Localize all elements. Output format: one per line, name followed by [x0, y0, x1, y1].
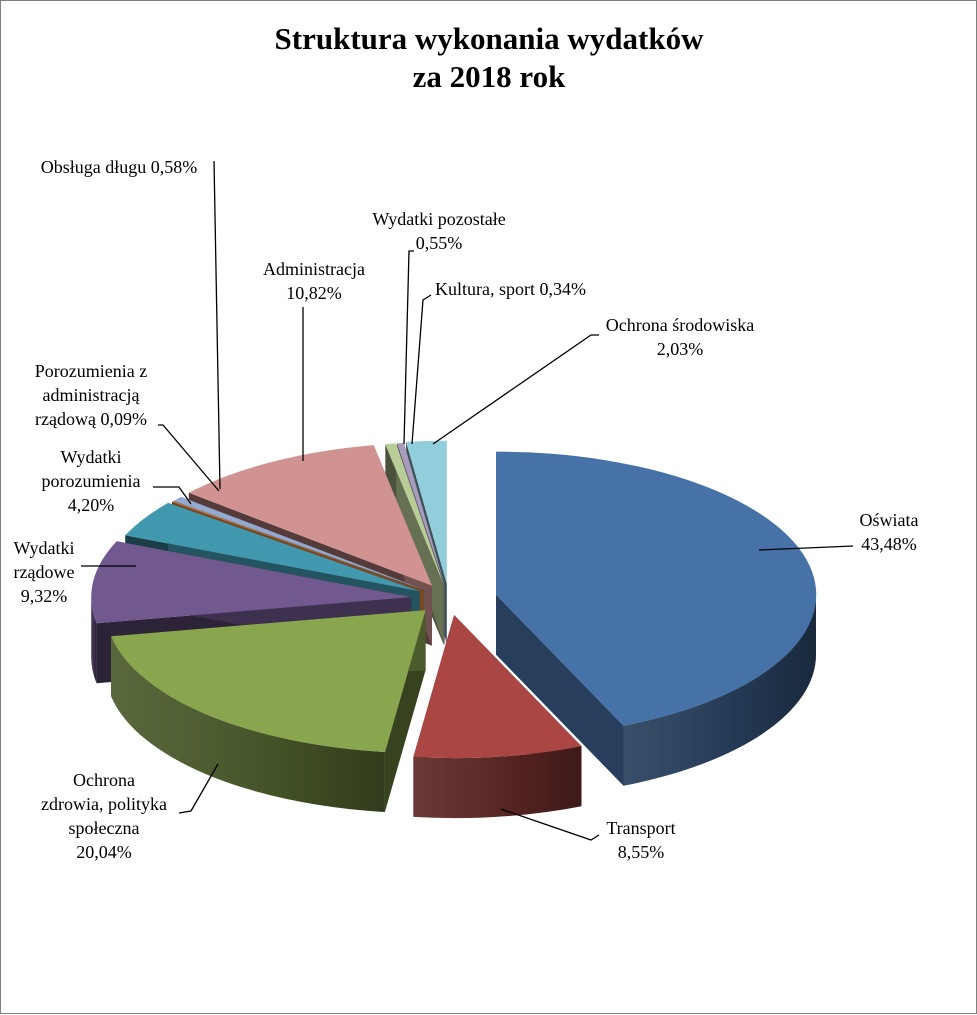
data-label-line: Porozumienia z	[35, 361, 147, 381]
slice-kultura-sport	[397, 442, 445, 585]
data-label-wydatki-porozumienia: Wydatki porozumienia 4,20%	[42, 447, 141, 515]
data-label-oswiata: Oświata 43,48%	[860, 510, 919, 554]
slice-ochrona-zdrowia-polityka-spoleczna	[111, 610, 426, 752]
slice-wydatki-porozumienia	[125, 502, 420, 592]
slice-obsluga-dlugu	[173, 496, 425, 590]
leader-line-ochrona-srodowiska	[432, 334, 599, 445]
data-label-line: 9,32%	[21, 586, 68, 606]
slice-wall	[496, 594, 624, 786]
data-label-obsluga-dlugu: Obsługa długu 0,58%	[41, 157, 198, 177]
data-label-line: rządową 0,09%	[35, 409, 147, 429]
data-label-line: 2,03%	[657, 339, 704, 359]
leader-line-transport	[500, 808, 600, 841]
data-label-line: społeczna	[69, 818, 140, 838]
data-label-line: Ochrona środowiska	[606, 315, 754, 335]
chart-title-line-2: za 2018 rok	[413, 59, 566, 94]
data-label-line: porozumienia	[42, 471, 141, 491]
data-label-line: 0,55%	[416, 233, 463, 253]
data-label-administracja: Administracja 10,82%	[263, 259, 365, 303]
slice-labels: Oświata 43,48% Transport 8,55% Ochrona zdrowi…	[14, 157, 919, 862]
leader-line-wydatki-pozostale	[403, 250, 414, 445]
data-label-line: Oświata	[860, 510, 919, 530]
leader-line-obsluga-dlugu	[213, 160, 221, 490]
data-label-porozumienia-z-administracja-rzadowa: Porozumienia z administracją rządową 0,09%	[35, 361, 147, 429]
data-label-line: 10,82%	[286, 283, 342, 303]
data-label-transport: Transport 8,55%	[606, 818, 675, 862]
data-label-line: administracją	[43, 385, 141, 405]
slice-oswiata	[496, 451, 817, 726]
leader-line-kultura-sport	[411, 294, 432, 445]
data-label-wydatki-rzadowe: Wydatki rządowe 9,32%	[14, 538, 75, 606]
data-label-line: Obsługa długu 0,58%	[41, 157, 198, 177]
data-label-line: Kultura, sport 0,34%	[435, 279, 586, 299]
data-label-line: Transport	[606, 818, 675, 838]
slice-wydatki-pozostale	[385, 443, 444, 585]
pie-slices	[91, 440, 817, 819]
data-label-line: Wydatki	[61, 447, 122, 467]
leader-line-oswiata	[758, 545, 854, 551]
data-label-line: Wydatki pozostałe	[372, 209, 505, 229]
slice-porozumienia-z-administracja-rzadowa	[172, 501, 424, 591]
leader-line-porozumienia-z-administracja-rzadowa	[158, 424, 220, 492]
data-label-line: zdrowia, polityka	[41, 794, 167, 814]
leader-line-ochrona-zdrowia-polityka-spoleczna	[178, 763, 219, 814]
data-label-line: rządowe	[14, 562, 75, 582]
data-label-line: 43,48%	[861, 534, 917, 554]
data-label-line: Administracja	[263, 259, 365, 279]
leader-lines	[81, 160, 854, 841]
slice-transport	[413, 615, 582, 759]
leader-line-wydatki-porozumienia	[153, 486, 192, 505]
data-label-line: 20,04%	[76, 842, 132, 862]
slice-outer-wall-shade	[91, 597, 97, 684]
slice-wydatki-rzadowe	[91, 541, 412, 624]
data-label-line: Ochrona	[73, 770, 135, 790]
slice-side-oswiata	[496, 594, 816, 786]
slice-outer-wall-shade	[623, 594, 816, 786]
data-label-ochrona-zdrowia-polityka-spoleczna: Ochrona zdrowia, polityka społeczna 20,04%	[41, 770, 167, 862]
data-label-wydatki-pozostale: Wydatki pozostałe 0,55%	[372, 209, 505, 253]
slice-outer-wall-shade	[111, 636, 385, 812]
data-label-line: Wydatki	[14, 538, 75, 558]
data-label-kultura-sport: Kultura, sport 0,34%	[435, 279, 586, 299]
data-label-ochrona-srodowiska: Ochrona środowiska 2,03%	[606, 315, 754, 359]
data-label-line: 4,20%	[68, 495, 115, 515]
chart-title-line-1: Struktura wykonania wydatków	[275, 21, 705, 56]
slice-outer-wall-shade	[413, 746, 582, 819]
slice-administracja	[188, 445, 432, 586]
data-label-line: 8,55%	[618, 842, 665, 862]
slice-ochrona-srodowiska	[406, 440, 447, 584]
